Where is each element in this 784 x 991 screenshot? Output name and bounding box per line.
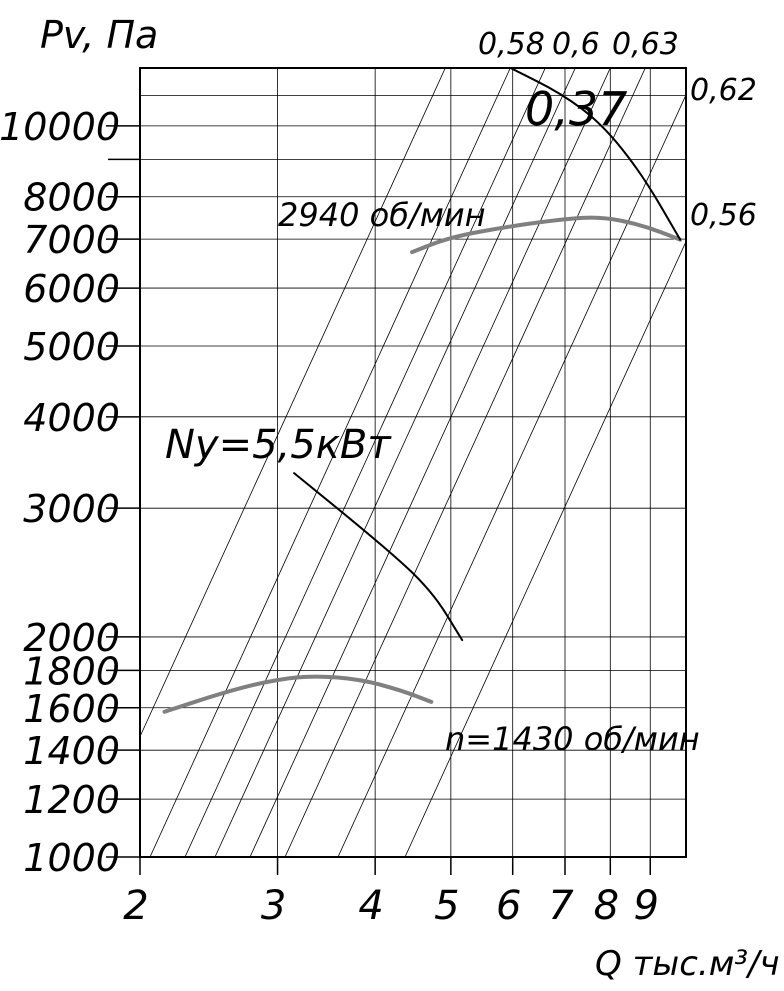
y-tick-label: 4000	[23, 396, 120, 440]
system-line	[337, 93, 686, 857]
x-tick-label: 8	[594, 883, 619, 929]
y-axis-title: Pv, Па	[40, 13, 158, 57]
x-tick-label: 2	[123, 883, 148, 929]
y-tick-label: 6000	[23, 267, 120, 311]
curve-label: 0,37	[525, 82, 627, 136]
system-lines	[140, 68, 686, 857]
system-line	[404, 240, 686, 857]
y-tick-label: 8000	[23, 176, 120, 220]
y-tick-label: 10000	[0, 105, 120, 149]
curve	[162, 674, 434, 714]
y-tick-label: 5000	[23, 325, 120, 369]
x-axis-title: Q тыс.м³/ч	[595, 944, 780, 984]
curve-label: 2940 об/мин	[278, 196, 486, 234]
y-tick-label: 1200	[23, 778, 120, 822]
y-tick-label: 7000	[23, 218, 120, 262]
curve	[510, 67, 682, 241]
x-tick-label: 7	[548, 883, 574, 929]
y-tick-label: 3000	[23, 487, 120, 531]
system-line	[214, 68, 576, 857]
plot-frame	[139, 67, 687, 858]
grid	[139, 68, 686, 858]
system-line	[284, 68, 646, 857]
y-tick-label: 1400	[23, 729, 120, 773]
curve	[410, 215, 683, 255]
curve-label: n=1430 об/мин	[445, 720, 700, 758]
x-tick-label: 6	[496, 883, 521, 929]
system-line	[140, 68, 446, 738]
x-tick-label: 4	[358, 883, 383, 929]
x-tick-label: 9	[634, 883, 659, 929]
y-tick-label: 1800	[23, 649, 120, 693]
efficiency-label: 0,58	[478, 27, 545, 62]
efficiency-label: 0,6	[552, 27, 600, 62]
efficiency-label: 0,62	[690, 73, 757, 108]
system-line	[249, 68, 611, 857]
system-line	[149, 68, 511, 857]
y-tick-label: 2000	[23, 616, 120, 660]
system-line	[184, 68, 546, 857]
x-tick-label: 5	[434, 883, 459, 929]
efficiency-label: 0,63	[612, 27, 679, 62]
x-tick-label: 3	[261, 883, 286, 929]
y-tick-label: 1600	[23, 687, 120, 731]
curve-label: Ny=5,5кВт	[165, 422, 392, 468]
y-tick-label: 1000	[23, 836, 120, 880]
curve	[293, 472, 464, 642]
efficiency-label: 0,56	[690, 198, 757, 233]
